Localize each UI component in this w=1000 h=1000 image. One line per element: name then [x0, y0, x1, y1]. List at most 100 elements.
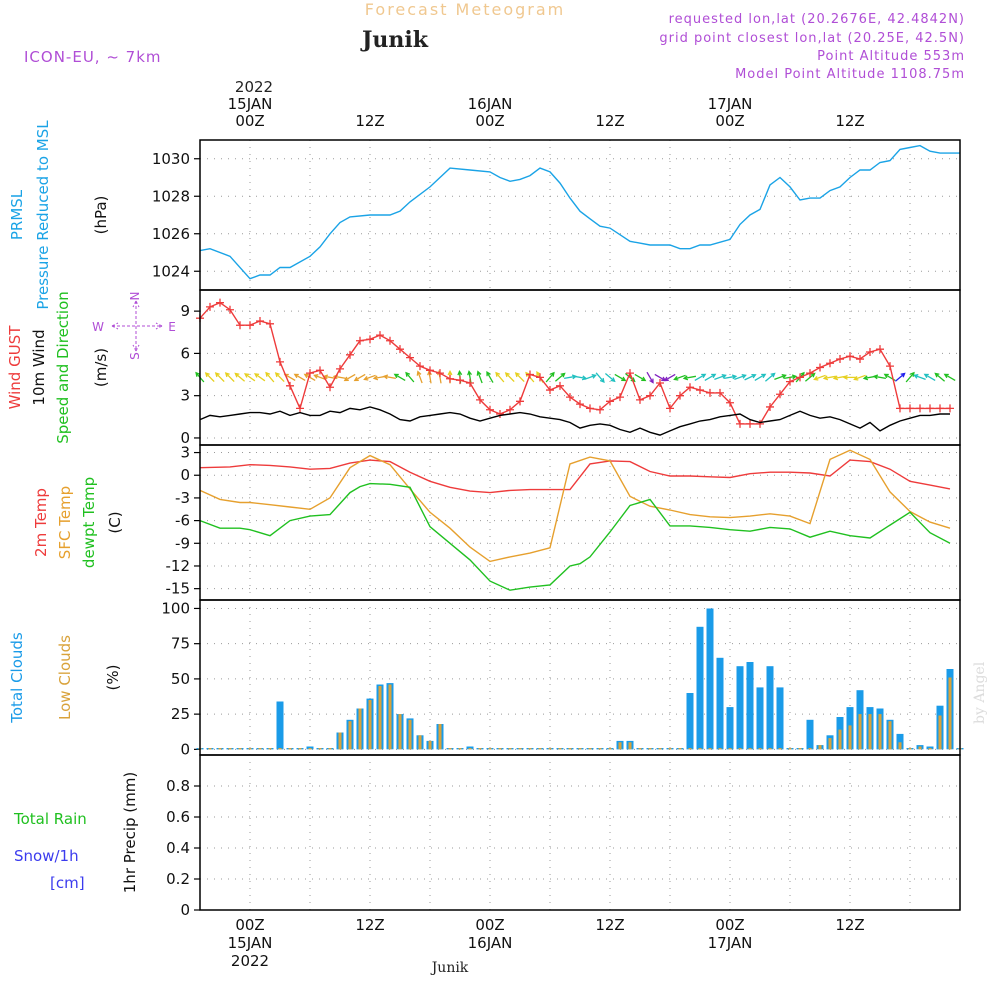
- low-cloud-bar: [888, 721, 892, 750]
- compass-rose: W E N S: [92, 292, 176, 360]
- gust-point: [536, 373, 544, 382]
- y-tick-label: -15: [166, 580, 191, 598]
- gust-point: [276, 357, 284, 366]
- total-cloud-bar: [466, 746, 474, 750]
- wind-arrow-head: [525, 371, 531, 377]
- panel-title: PRMSL: [8, 189, 26, 240]
- time-tick-label: 12Z: [355, 112, 384, 130]
- gust-point: [746, 419, 754, 428]
- low-cloud-bar: [778, 748, 782, 750]
- panel-title: Pressure Reduced to MSL: [34, 120, 52, 310]
- legend-total-rain: Total Rain: [13, 810, 87, 828]
- compass-west: W: [92, 320, 104, 334]
- gust-point: [426, 366, 434, 375]
- y-tick-label: 1026: [152, 225, 190, 243]
- wind-arrow-head: [224, 372, 230, 378]
- total-cloud-bar: [806, 719, 814, 750]
- wind-arrow-head: [641, 376, 647, 382]
- time-tick-label: 00Z: [715, 916, 744, 934]
- wind-arrow: [833, 375, 847, 380]
- low-cloud-bar: [828, 738, 832, 750]
- gust-point: [516, 397, 524, 406]
- wind-arrow: [477, 371, 483, 384]
- wind-arrow-head: [234, 372, 240, 378]
- low-cloud-bar: [588, 748, 592, 750]
- low-cloud-bar: [748, 748, 752, 750]
- low-cloud-bar: [508, 748, 512, 750]
- gust-point: [656, 379, 664, 387]
- gust-point: [586, 404, 594, 413]
- gust-point: [446, 374, 454, 383]
- total-cloud-bar: [276, 701, 284, 750]
- gust-point: [876, 345, 884, 354]
- low-cloud-bar: [708, 748, 712, 750]
- wind-arrow-head: [810, 372, 816, 378]
- subtitle: Forecast Meteogram: [365, 0, 565, 19]
- panel-title: 10m Wind: [30, 329, 48, 405]
- gust-point: [246, 321, 254, 330]
- low-cloud-bar: [788, 748, 792, 750]
- wind-arrow: [754, 373, 766, 381]
- time-tick-label: 12Z: [355, 916, 384, 934]
- wind-arrow-head: [842, 374, 848, 380]
- y-tick-label: 1028: [152, 187, 190, 205]
- low-cloud-bar: [488, 748, 492, 750]
- panel-title: Total Clouds: [8, 632, 26, 724]
- gust-point: [836, 355, 844, 364]
- y-tick-label: 3: [180, 387, 190, 405]
- low-cloud-bar: [368, 700, 372, 750]
- clouds-panel: 100 75 50 25 0 Total Clouds Low Clouds (%): [8, 599, 964, 758]
- wind-arrow: [744, 374, 756, 381]
- wind-arrow-head: [913, 374, 919, 379]
- wind-arrow-head: [711, 373, 717, 379]
- wind-arrow-head: [731, 374, 738, 380]
- time-tick-label: 00Z: [475, 916, 504, 934]
- low-cloud-bar: [348, 721, 352, 750]
- low-cloud-bar: [538, 748, 542, 750]
- wind-arrow: [323, 375, 337, 380]
- total-cloud-bar: [776, 687, 784, 750]
- low-cloud-bar: [798, 748, 802, 750]
- wind-arrow-head: [204, 372, 210, 378]
- y-axis-label: (hPa): [92, 196, 110, 235]
- panel-title: Wind GUST: [6, 325, 24, 410]
- wind-arrow: [783, 375, 797, 380]
- wind-arrow-head: [663, 376, 669, 382]
- gust-point: [396, 345, 404, 354]
- time-tick-label: 2022: [231, 952, 269, 970]
- time-tick-label: 00Z: [235, 112, 264, 130]
- credit: by Angel: [972, 661, 988, 724]
- wind-arrow-head: [630, 377, 636, 383]
- header: Forecast Meteogram Junik ICON-EU, ~ 7km …: [24, 0, 988, 976]
- low-cloud-bar: [248, 748, 252, 750]
- panel-frame: [199, 139, 961, 291]
- wind-arrow-head: [883, 373, 889, 379]
- gust-point: [796, 373, 804, 382]
- wind-arrow: [654, 373, 666, 381]
- low-cloud-bar: [858, 714, 862, 750]
- wind-arrow-head: [682, 375, 689, 381]
- precip-panel: 0.8 0.6 0.4 0.2 0 1hr Precip (mm) Total Rain Sn…: [13, 754, 961, 919]
- gust-point: [596, 405, 604, 414]
- wind-arrow-head: [393, 373, 399, 379]
- total-cloud-bar: [896, 733, 904, 750]
- low-cloud-bar: [208, 748, 212, 750]
- wind-arrow: [265, 372, 275, 383]
- wind-arrow-head: [822, 375, 829, 381]
- gust-point: [626, 369, 634, 378]
- total-cloud-bar: [706, 608, 714, 750]
- time-tick-label: 12Z: [835, 112, 864, 130]
- wind-arrow: [573, 375, 587, 380]
- gust-point: [286, 381, 294, 390]
- low-cloud-bar: [438, 724, 442, 750]
- wind-arrow-head: [741, 374, 747, 379]
- gust-point: [696, 386, 704, 395]
- wind-arrow: [383, 375, 397, 380]
- y-tick-label: 0.8: [166, 777, 190, 795]
- gust-point: [806, 369, 814, 378]
- model-label: ICON-EU, ~ 7km: [24, 48, 162, 66]
- wind-arrow-head: [486, 371, 491, 377]
- gust-point: [946, 404, 954, 413]
